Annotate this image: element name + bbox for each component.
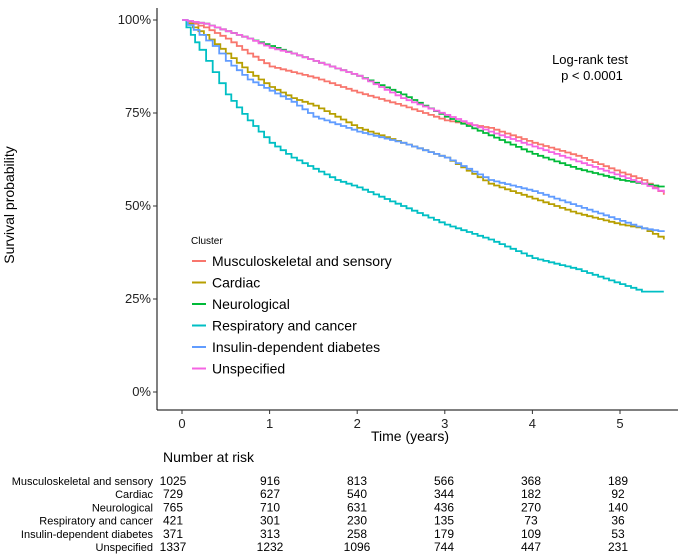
legend-label-cardiac: Cardiac <box>212 275 260 291</box>
curve-respiratory-and-cancer <box>182 19 664 293</box>
x-tick-label: 0 <box>178 416 185 431</box>
risk-cell: 1232 <box>257 540 284 554</box>
legend-label-insulin-dependent-diabetes: Insulin-dependent diabetes <box>212 339 380 355</box>
risk-cell: 301 <box>260 514 280 528</box>
legend: Musculoskeletal and sensory Cardiac Neurol… <box>192 253 392 377</box>
risk-cell: 92 <box>611 487 625 501</box>
risk-cell: 135 <box>434 514 454 528</box>
y-tick-label: 25% <box>125 291 151 306</box>
risk-cell: 627 <box>260 487 280 501</box>
curve-insulin-dependent-diabetes <box>182 19 665 232</box>
risk-cell: 729 <box>163 487 183 501</box>
risk-row-label-cardiac: Cardiac <box>115 489 153 501</box>
y-tick-label: 50% <box>125 198 151 213</box>
risk-cell: 182 <box>521 487 541 501</box>
y-tick-label: 100% <box>118 12 152 27</box>
x-tick-label: 3 <box>441 416 448 431</box>
risk-cell: 258 <box>347 527 367 541</box>
risk-cell: 1337 <box>160 540 187 554</box>
risk-row-label-unspecified: Unspecified <box>96 542 153 554</box>
logrank-annotation-title: Log-rank test <box>552 52 628 67</box>
risk-cell: 710 <box>260 500 280 514</box>
risk-row-label-insulin-dependent-diabetes: Insulin-dependent diabetes <box>21 529 154 541</box>
risk-cell: 631 <box>347 500 367 514</box>
risk-cell: 368 <box>521 474 541 488</box>
risk-cell: 313 <box>260 527 280 541</box>
risk-cell: 179 <box>434 527 454 541</box>
risk-cell: 744 <box>434 540 454 554</box>
legend-label-unspecified: Unspecified <box>212 361 285 377</box>
curve-musculoskeletal-and-sensory <box>182 19 665 195</box>
risk-cell: 140 <box>608 500 628 514</box>
y-tick-label: 75% <box>125 105 151 120</box>
x-tick-label: 5 <box>616 416 623 431</box>
y-tick-label: 0% <box>132 384 151 399</box>
risk-cell: 270 <box>521 500 541 514</box>
legend-label-musculoskeletal-and-sensory: Musculoskeletal and sensory <box>212 253 392 269</box>
risk-row-label-musculoskeletal-and-sensory: Musculoskeletal and sensory <box>12 476 154 488</box>
x-axis-title: Time (years) <box>371 428 449 444</box>
axes: 0% 25% 50% 75% 100% 0 1 2 3 4 5 <box>118 8 678 431</box>
x-tick-label: 1 <box>266 416 273 431</box>
risk-cell: 813 <box>347 474 367 488</box>
legend-title: Cluster <box>191 236 223 247</box>
risk-cell: 566 <box>434 474 454 488</box>
risk-cell: 765 <box>163 500 183 514</box>
y-axis-title: Survival probability <box>1 146 17 264</box>
risk-table-title: Number at risk <box>163 449 255 465</box>
legend-label-respiratory-and-cancer: Respiratory and cancer <box>212 318 357 334</box>
risk-cell: 109 <box>521 527 541 541</box>
risk-row-label-respiratory-and-cancer: Respiratory and cancer <box>39 516 153 528</box>
risk-cell: 73 <box>524 514 538 528</box>
risk-cell: 36 <box>611 514 625 528</box>
risk-cell: 436 <box>434 500 454 514</box>
survival-curves <box>182 19 665 293</box>
legend-label-neurological: Neurological <box>212 296 290 312</box>
curve-unspecified <box>182 19 665 193</box>
x-tick-label: 2 <box>354 416 361 431</box>
risk-cell: 231 <box>608 540 628 554</box>
risk-cell: 230 <box>347 514 367 528</box>
risk-cell: 1025 <box>160 474 187 488</box>
risk-cell: 540 <box>347 487 367 501</box>
risk-cell: 447 <box>521 540 541 554</box>
risk-row-label-neurological: Neurological <box>92 502 153 514</box>
risk-cell: 344 <box>434 487 454 501</box>
risk-cell: 371 <box>163 527 183 541</box>
x-tick-label: 4 <box>529 416 536 431</box>
risk-cell: 189 <box>608 474 628 488</box>
risk-table: Musculoskeletal and sensory 1025 916 813 566… <box>12 474 629 554</box>
risk-cell: 421 <box>163 514 183 528</box>
logrank-annotation-p: p < 0.0001 <box>561 68 623 83</box>
risk-cell: 53 <box>611 527 625 541</box>
risk-cell: 916 <box>260 474 280 488</box>
risk-cell: 1096 <box>344 540 371 554</box>
